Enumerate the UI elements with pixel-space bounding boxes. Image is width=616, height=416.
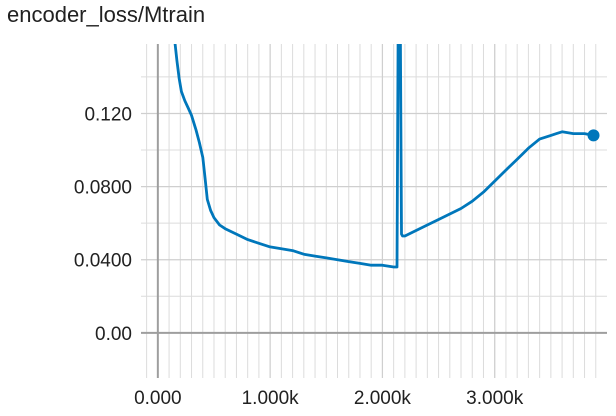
series-end-point[interactable] (587, 129, 600, 142)
tick-label-layer: 0.000 1.000k 2.000k 3.000k 0.00 0.0400 0.0800 0… (74, 104, 524, 409)
x-tick-label: 0.000 (134, 388, 182, 409)
y-tick-label: 0.0800 (74, 178, 132, 199)
y-tick-label: 0.00 (95, 324, 132, 345)
y-tick-label: 0.0400 (74, 251, 132, 272)
grid-layer (141, 44, 607, 378)
y-tick-label: 0.120 (84, 104, 132, 125)
chart-title: encoder_loss/Mtrain (7, 2, 206, 27)
axis-layer (141, 44, 607, 378)
x-tick-label: 1.000k (242, 388, 300, 409)
x-tick-label: 3.000k (466, 388, 524, 409)
series-line[interactable] (173, 40, 595, 269)
series-layer (173, 40, 600, 269)
x-tick-label: 2.000k (354, 388, 412, 409)
